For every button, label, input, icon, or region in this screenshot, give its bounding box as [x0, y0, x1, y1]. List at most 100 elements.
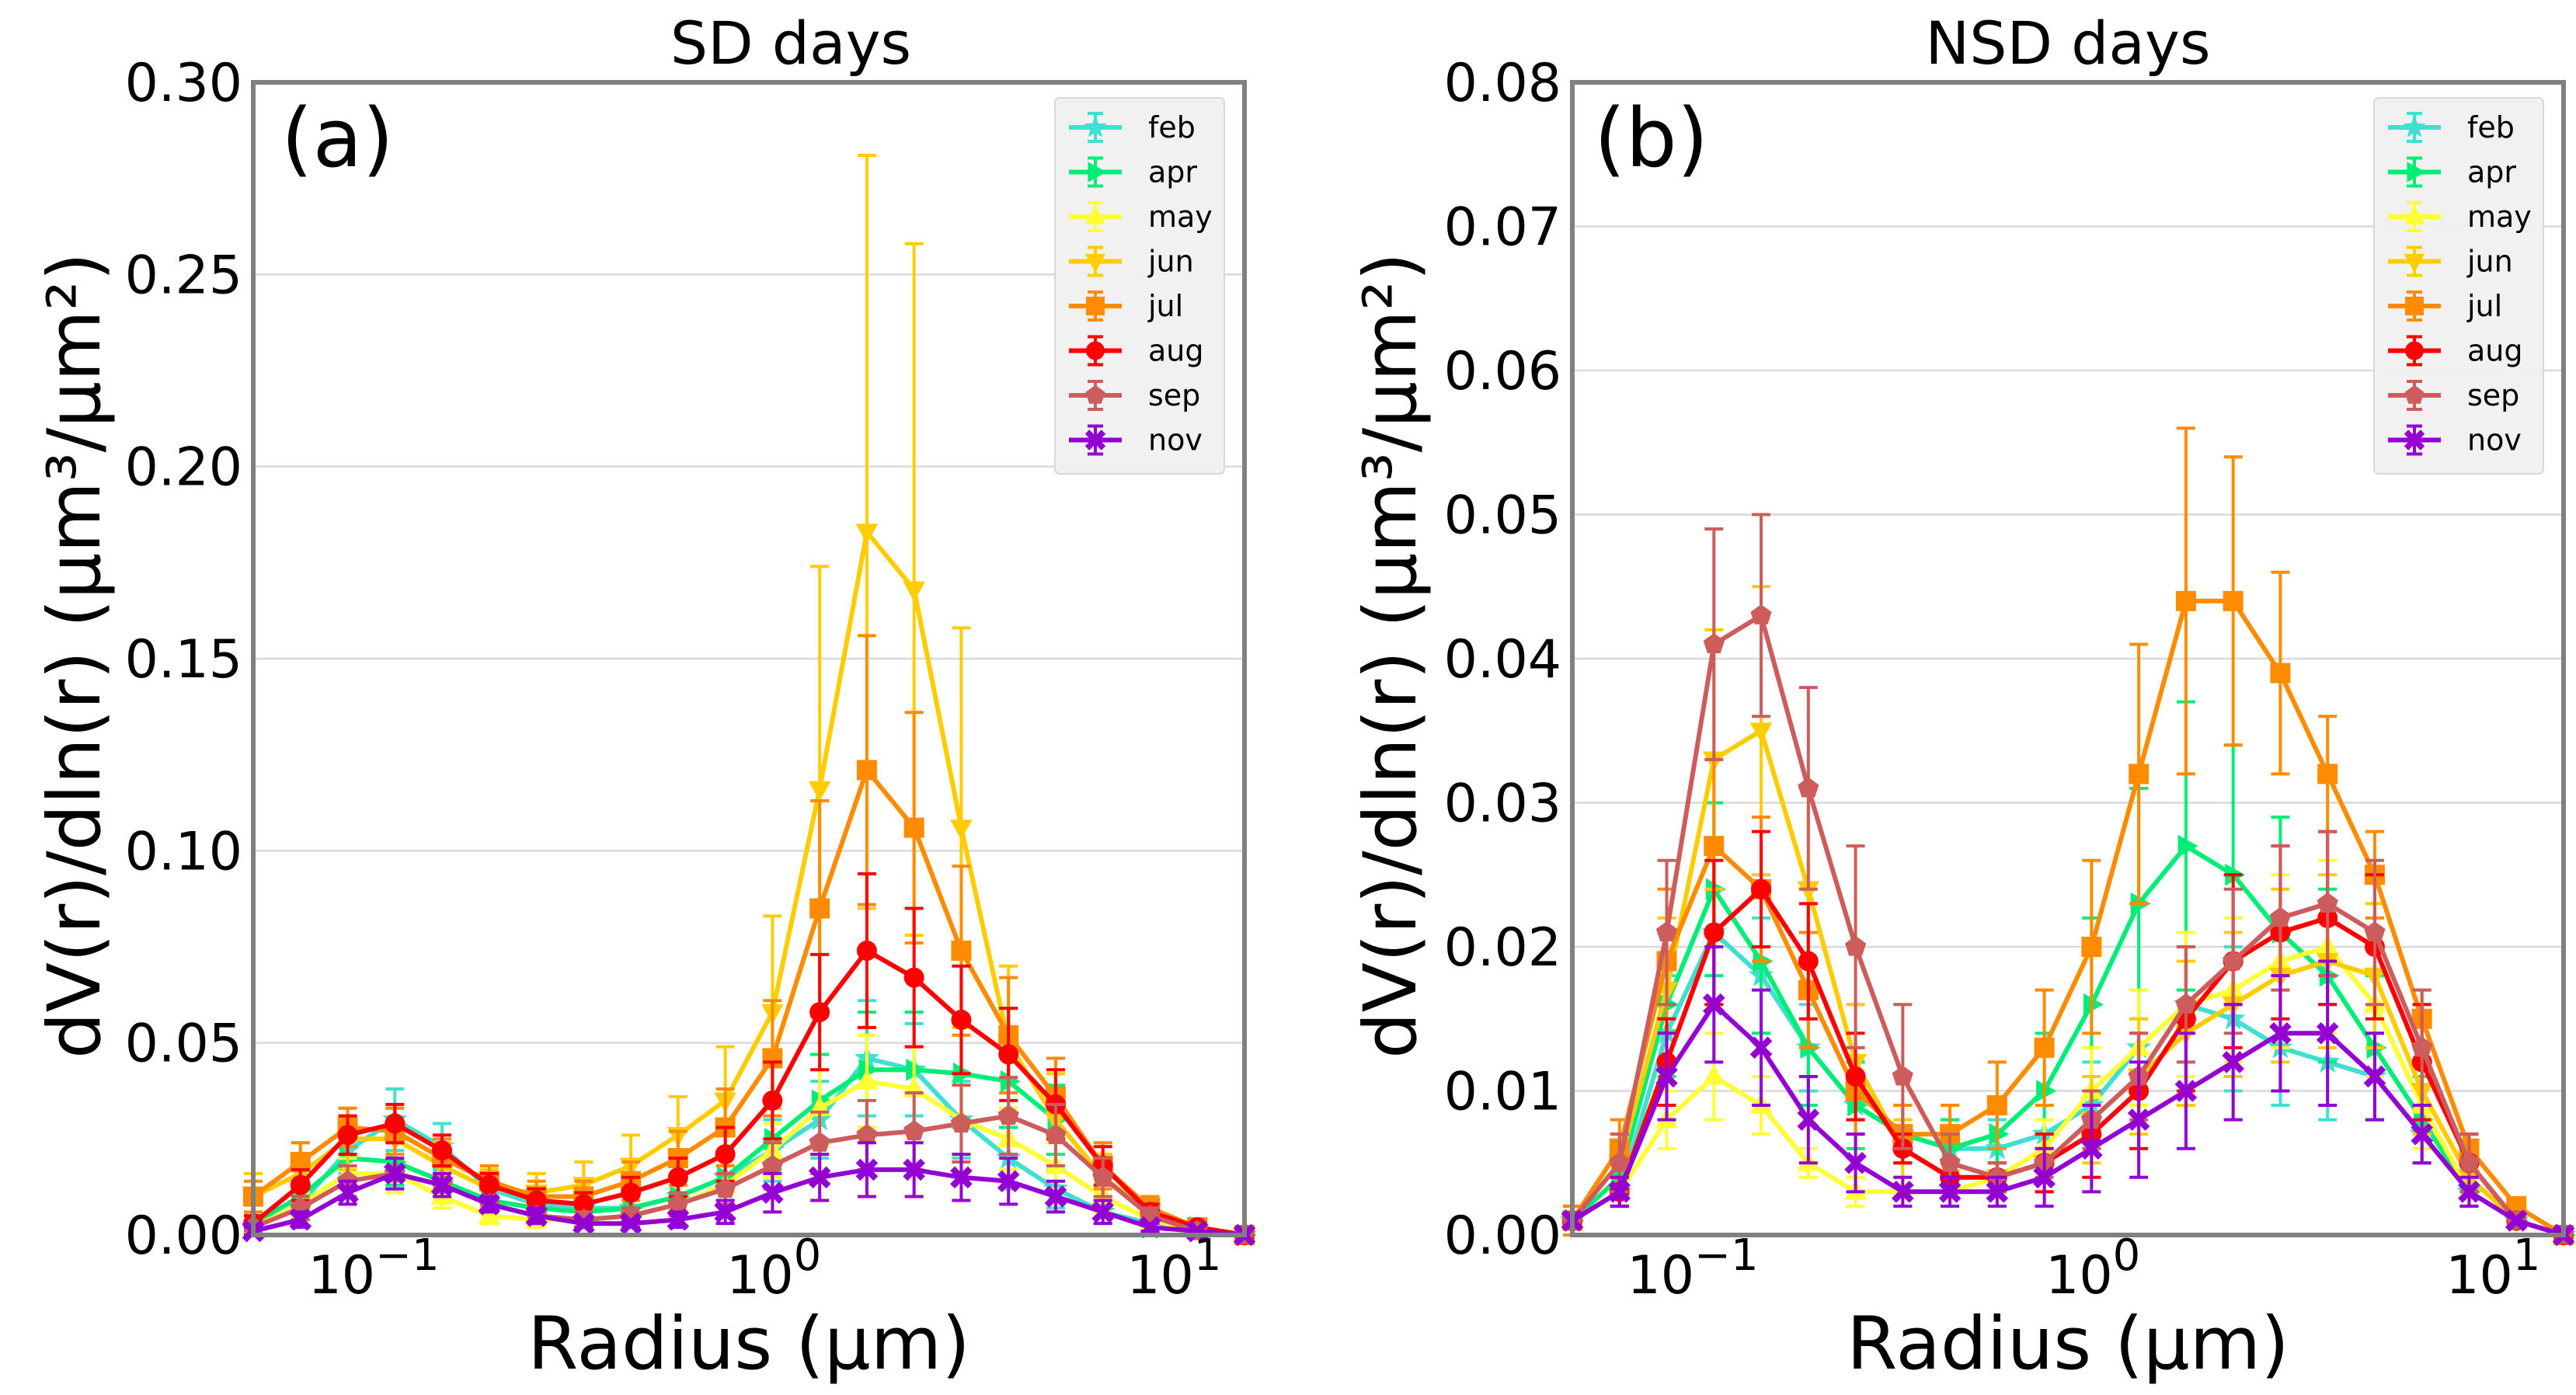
- panel-a-x-axis-label: Radius (μm): [527, 1302, 970, 1386]
- panel-b-series-line-apr: [1570, 844, 2564, 1237]
- panel-a-data-point-aug: [621, 1182, 642, 1203]
- panel-a-data-point-jul: [903, 817, 924, 838]
- panel-a-letter: (a): [281, 91, 394, 186]
- panel-a-data-point-sep: [1045, 1124, 1067, 1144]
- panel-a-data-point-sep: [1092, 1166, 1114, 1187]
- panel-a-legend-entry-apr: apr: [1069, 155, 1197, 190]
- panel-a-data-point-may: [478, 1203, 501, 1224]
- panel-a-y-axis-label: dV(r)/dln(r) (μm³/μm²): [33, 252, 117, 1059]
- panel-a-data-point-nov: [619, 1212, 642, 1235]
- panel-b-legend-entry-jul: jul: [2388, 289, 2502, 323]
- panel-b-data-point-nov: [2080, 1137, 2103, 1160]
- panel-a-data-point-nov: [383, 1162, 406, 1185]
- panel-b-legend-marker: [2405, 297, 2424, 315]
- panel-b-legend-label: may: [2467, 200, 2532, 234]
- panel-b-data-point-nov: [1938, 1181, 1962, 1203]
- panel-a-data-point-aug: [573, 1194, 594, 1215]
- panel-a-legend-marker: [1088, 162, 1107, 183]
- panel-a: SD days Radius (μm) dV(r)/dln(r) (μm³/μm…: [33, 9, 1258, 1386]
- panel-b-series-line-aug: [1571, 886, 2564, 1237]
- panel-a-data-point-nov: [525, 1204, 548, 1227]
- panel-b-x-tick-label: 101: [2445, 1230, 2540, 1306]
- panel-a-data-point-aug: [809, 1002, 830, 1023]
- panel-a-legend-marker: [1086, 297, 1105, 315]
- panel-b-data-point-nov: [1655, 1065, 1678, 1088]
- panel-b-series-line-jul: [1570, 598, 2565, 1237]
- panel-a-data-point-nov: [761, 1181, 784, 1204]
- panel-a-legend-entry-sep: sep: [1069, 378, 1200, 412]
- panel-a-data-point-jun: [855, 524, 879, 544]
- panel-a-data-point-sep: [856, 1124, 878, 1144]
- panel-a-data-point-sep: [997, 1105, 1019, 1125]
- panel-a-data-point-sep: [667, 1193, 689, 1213]
- panel-b-data-point-nov: [2458, 1181, 2480, 1203]
- panel-b-data-point-sep: [1703, 633, 1725, 653]
- panel-b-data-point-nov: [1608, 1181, 1631, 1203]
- panel-a-data-point-aug: [856, 940, 877, 961]
- panel-a-legend-label: apr: [1148, 155, 1197, 190]
- panel-b-legend-label: nov: [2467, 423, 2522, 457]
- panel-b-data-point-sep: [2458, 1152, 2480, 1172]
- panel-a-data-point-jul: [809, 898, 830, 919]
- panel-a-legend-label: sep: [1148, 378, 1200, 412]
- panel-a-y-tick-label: 0.05: [125, 1014, 242, 1075]
- panel-a-data-point-sep: [715, 1178, 736, 1198]
- panel-a-legend-entry-feb: feb: [1069, 110, 1196, 144]
- panel-b-legend-marker: [2404, 384, 2425, 404]
- panel-b-data-point-aug: [1798, 951, 1819, 972]
- panel-a-data-point-aug: [715, 1144, 736, 1165]
- panel-b-legend-marker: [2405, 341, 2424, 360]
- panel-a-data-point-aug: [290, 1174, 311, 1195]
- panel-b-x-ticks: 10−1 100 101: [1627, 1230, 2541, 1306]
- panel-a-data-point-aug: [951, 1009, 972, 1030]
- panel-b-legend-marker: [2404, 205, 2425, 224]
- panel-b-data-point-sep: [2175, 993, 2197, 1014]
- panel-a-data-point-aug: [526, 1190, 547, 1211]
- panel-a-title: SD days: [670, 9, 911, 78]
- panel-a-data-point-jun: [903, 581, 925, 602]
- panel-b-legend-entry-aug: aug: [2388, 334, 2523, 368]
- panel-b-series-line-jun: [1570, 728, 2564, 1237]
- panel-a-frame: [251, 80, 1247, 1237]
- panel-b-data-point-nov: [1702, 993, 1725, 1016]
- panel-b-data-point-nov: [2127, 1108, 2150, 1131]
- panel-a-data-point-may: [855, 1069, 879, 1090]
- panel-a-data-point-nov: [714, 1201, 736, 1223]
- panel-a-legend-entry-jul: jul: [1069, 289, 1183, 323]
- panel-b-series-line-nov: [1571, 1002, 2564, 1237]
- panel-a-data-point-nov: [336, 1181, 359, 1204]
- panel-a-legend-marker: [1084, 253, 1106, 273]
- panel-a-legend-entry-nov: nov: [1069, 423, 1203, 457]
- panel-b-data-point-jul: [2081, 937, 2102, 957]
- panel-a-series-nov: [242, 1141, 1256, 1247]
- panel-a-legend-marker: [1084, 430, 1106, 451]
- panel-b-y-tick-label: 0.03: [1444, 774, 1561, 835]
- panel-a-data-point-aug: [762, 1090, 783, 1111]
- panel-b-data-point-nov: [1844, 1151, 1867, 1174]
- panel-a-legend-marker: [1085, 384, 1105, 404]
- panel-b-letter: (b): [1594, 91, 1708, 186]
- panel-a-data-point-apr: [906, 1058, 927, 1081]
- panel-b-data-point-nov: [2316, 1022, 2339, 1045]
- panel-b-y-tick-label: 0.08: [1444, 53, 1561, 114]
- panel-b-data-point-nov: [2363, 1065, 2386, 1088]
- panel-b-series-line-sep: [1570, 613, 2564, 1237]
- panel-a-data-point-sep: [761, 1154, 783, 1175]
- panel-a-y-tick-label: 0.30: [125, 53, 242, 114]
- panel-a-data-point-nov: [289, 1208, 312, 1231]
- panel-b-data-point-aug: [1845, 1066, 1866, 1087]
- panel-b-series-group: [1559, 426, 2576, 1247]
- panel-b-data-point-may: [1702, 1064, 1725, 1085]
- panel-b-data-point-nov: [1892, 1181, 1914, 1203]
- panel-b-title: NSD days: [1925, 9, 2210, 78]
- panel-b-data-point-nov: [1749, 1036, 1773, 1059]
- panel-a-data-point-aug: [479, 1174, 500, 1195]
- panel-a-data-point-nov: [808, 1166, 831, 1189]
- panel-a-data-point-aug: [385, 1113, 406, 1134]
- panel-b-series-line-may: [1571, 944, 2564, 1237]
- panel-a-data-point-jul: [951, 940, 972, 961]
- panel-a-y-tick-label: 0.25: [125, 245, 242, 306]
- panel-b-data-point-apr: [2083, 993, 2104, 1016]
- panel-b-legend-marker: [2404, 430, 2425, 451]
- panel-b-data-point-sep: [1750, 604, 1772, 624]
